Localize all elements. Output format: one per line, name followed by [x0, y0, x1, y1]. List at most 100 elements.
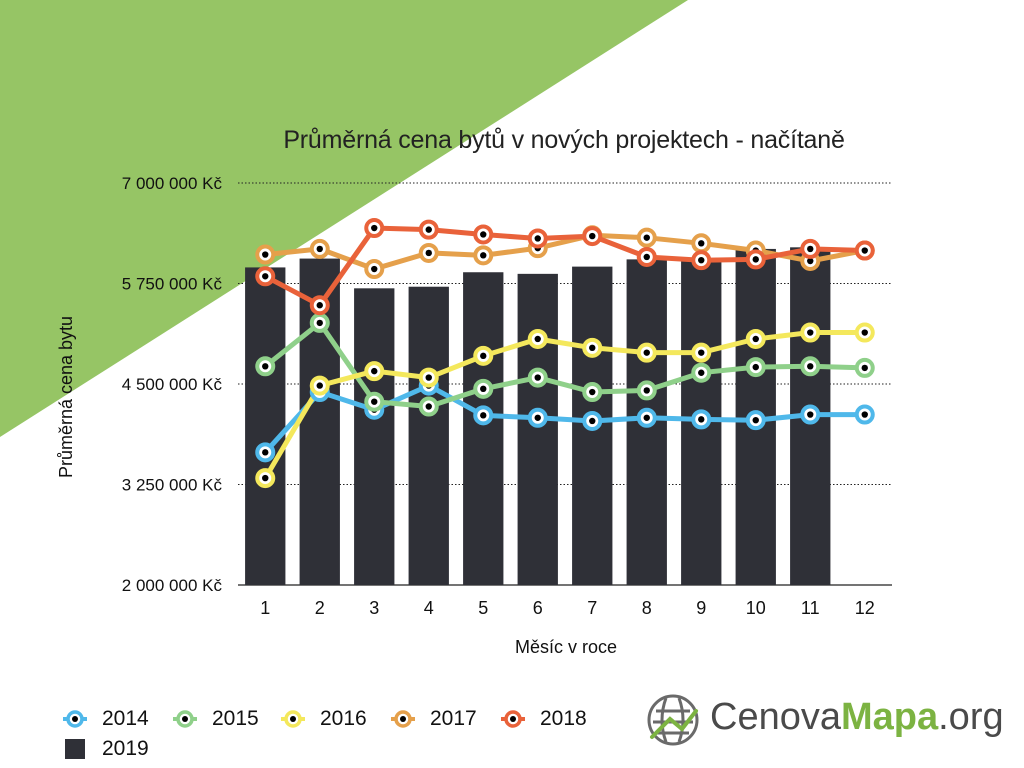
- point-2015-month-6: [527, 367, 548, 388]
- point-2016-month-5: [473, 345, 494, 366]
- legend-item-2019: 2019: [62, 736, 149, 762]
- globe-grid-icon: [647, 694, 699, 746]
- point-2016-month-2: [309, 375, 330, 396]
- point-2018-month-2: [309, 295, 330, 316]
- legend-item-2014: 2014: [62, 706, 149, 732]
- logo-text-suffix: .org: [938, 696, 1004, 738]
- point-2016-month-7: [582, 337, 603, 358]
- point-2018-month-7: [582, 226, 603, 247]
- y-tick-label: 3 250 000 Kč: [122, 476, 223, 495]
- x-tick-label: 1: [260, 598, 270, 618]
- point-2018-month-10: [745, 249, 766, 270]
- chart-plot: 2 000 000 Kč3 250 000 Kč4 500 000 Kč5 75…: [56, 174, 892, 657]
- x-tick-label: 7: [587, 598, 597, 618]
- legend-label: 2015: [212, 707, 259, 730]
- legend-swatch-2016: [281, 710, 305, 728]
- point-2017-month-5: [473, 245, 494, 266]
- point-2015-month-7: [582, 382, 603, 403]
- point-2014-month-9: [691, 409, 712, 430]
- point-2014-month-1: [255, 442, 276, 463]
- legend-label: 2014: [102, 707, 149, 730]
- legend-swatch-2019: [65, 739, 85, 759]
- bar-2019-month-6: [517, 273, 558, 585]
- y-tick-label: 7 000 000 Kč: [122, 174, 223, 193]
- point-2015-month-3: [364, 391, 385, 412]
- point-2015-month-8: [636, 380, 657, 401]
- point-2015-month-5: [473, 378, 494, 399]
- x-tick-label: 9: [696, 598, 706, 618]
- point-2018-month-6: [527, 228, 548, 249]
- bar-2019-month-5: [463, 272, 504, 585]
- x-tick-label: 5: [478, 598, 488, 618]
- point-2014-month-11: [800, 404, 821, 425]
- point-2015-month-11: [800, 356, 821, 377]
- y-tick-label: 5 750 000 Kč: [122, 275, 223, 294]
- legend-item-2018: 2018: [500, 706, 587, 732]
- legend-swatch-2017: [391, 710, 415, 728]
- point-layer: [255, 218, 875, 489]
- point-2016-month-10: [745, 328, 766, 349]
- point-2018-month-5: [473, 224, 494, 245]
- point-2016-month-12: [854, 322, 875, 343]
- point-2014-month-5: [473, 405, 494, 426]
- cenovamapa-logo: CenovaMapa.org: [642, 688, 1012, 752]
- point-2016-month-3: [364, 361, 385, 382]
- x-tick-label: 8: [642, 598, 652, 618]
- point-2015-month-4: [418, 396, 439, 417]
- legend-swatch-2014: [63, 710, 87, 728]
- x-tick-label: 10: [746, 598, 766, 618]
- point-2016-month-6: [527, 328, 548, 349]
- bar-2019-month-3: [354, 288, 395, 585]
- point-2017-month-3: [364, 259, 385, 280]
- point-2018-month-1: [255, 266, 276, 287]
- point-2015-month-10: [745, 357, 766, 378]
- point-2017-month-8: [636, 227, 657, 248]
- legend-label: 2018: [540, 707, 587, 730]
- point-2015-month-9: [691, 362, 712, 383]
- bar-layer: [245, 247, 831, 586]
- legend-swatch-2015: [173, 710, 197, 728]
- point-2014-month-7: [582, 410, 603, 431]
- x-tick-label: 2: [315, 598, 325, 618]
- point-2015-month-12: [854, 357, 875, 378]
- legend-label: 2017: [430, 707, 477, 730]
- point-2018-month-4: [418, 219, 439, 240]
- y-axis-label: Průměrná cena bytu: [56, 316, 76, 478]
- legend-item-2015: 2015: [172, 706, 259, 732]
- point-2018-month-11: [800, 238, 821, 259]
- point-2018-month-12: [854, 240, 875, 261]
- bar-2019-month-1: [245, 267, 286, 585]
- x-tick-label: 6: [533, 598, 543, 618]
- chart-title: Průměrná cena bytů v nových projektech -…: [283, 126, 845, 154]
- point-2014-month-6: [527, 407, 548, 428]
- point-2017-month-9: [691, 233, 712, 254]
- point-2015-month-2: [309, 312, 330, 333]
- x-axis-label: Měsíc v roce: [515, 637, 617, 657]
- point-2017-month-1: [255, 244, 276, 265]
- tick-layer: 2 000 000 Kč3 250 000 Kč4 500 000 Kč5 75…: [122, 174, 875, 618]
- y-tick-label: 4 500 000 Kč: [122, 375, 223, 394]
- point-2015-month-1: [255, 356, 276, 377]
- y-tick-label: 2 000 000 Kč: [122, 576, 223, 595]
- bar-2019-month-4: [408, 286, 449, 585]
- x-tick-label: 11: [801, 598, 820, 618]
- logo-wordmark: CenovaMapa.org: [710, 696, 1004, 739]
- point-2016-month-9: [691, 342, 712, 363]
- point-2018-month-8: [636, 246, 657, 267]
- x-tick-label: 12: [855, 598, 875, 618]
- point-2017-month-4: [418, 242, 439, 263]
- point-2018-month-3: [364, 218, 385, 239]
- point-2016-month-11: [800, 322, 821, 343]
- point-2018-month-9: [691, 250, 712, 271]
- legend-item-2016: 2016: [280, 706, 367, 732]
- point-2014-month-8: [636, 407, 657, 428]
- point-2014-month-12: [854, 404, 875, 425]
- green-triangle-shape: [0, 0, 688, 437]
- logo-text-bold: Mapa: [840, 696, 939, 738]
- point-2016-month-8: [636, 342, 657, 363]
- point-2014-month-10: [745, 410, 766, 431]
- legend-label: 2016: [320, 707, 367, 730]
- legend-label: 2019: [102, 737, 149, 760]
- legend-swatch-2018: [501, 710, 525, 728]
